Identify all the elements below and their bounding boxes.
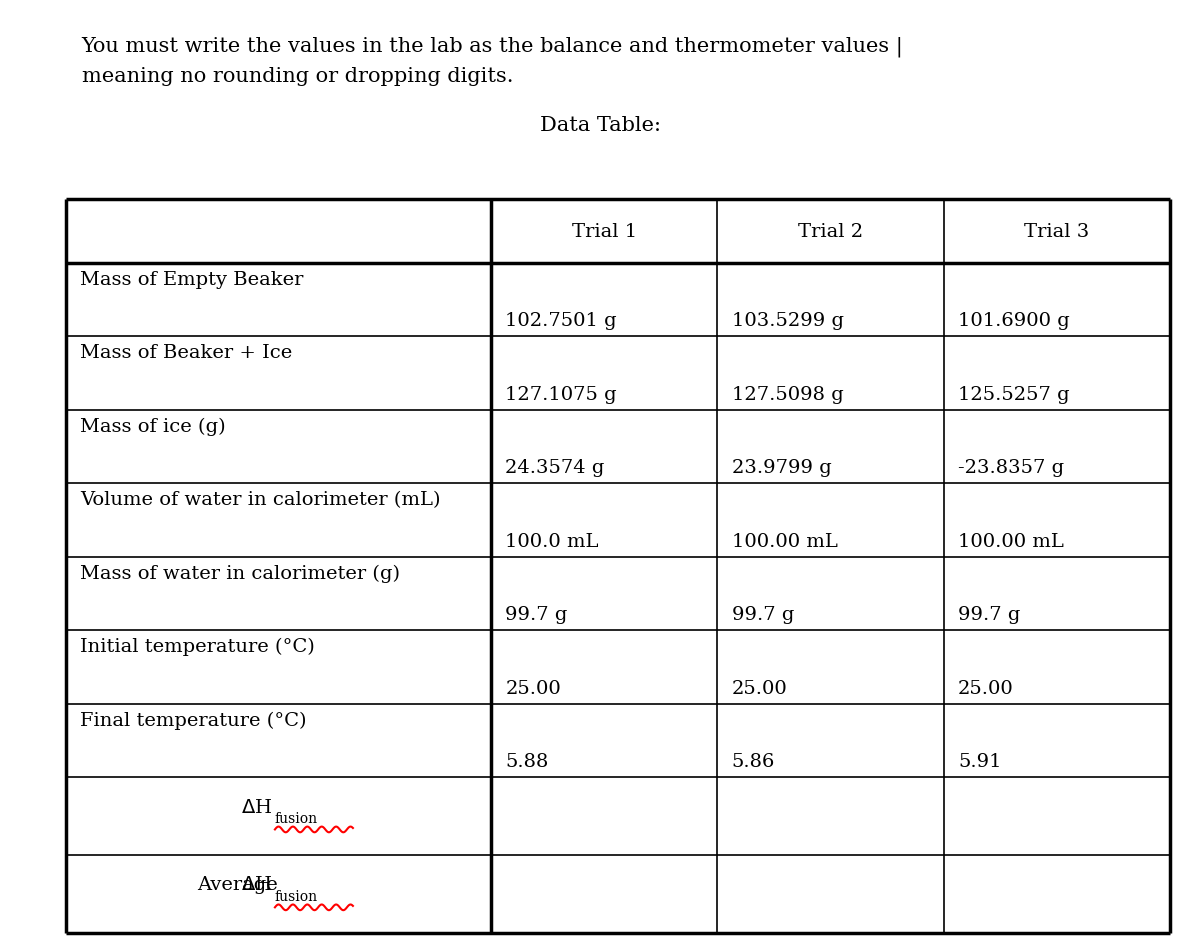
Text: 25.00: 25.00: [732, 679, 787, 697]
Text: Initial temperature (°C): Initial temperature (°C): [80, 638, 316, 656]
Text: Mass of Empty Beaker: Mass of Empty Beaker: [80, 270, 304, 288]
Text: 25.00: 25.00: [958, 679, 1014, 697]
Text: Average: Average: [197, 876, 277, 894]
Text: 5.91: 5.91: [958, 752, 1002, 770]
Text: Final temperature (°C): Final temperature (°C): [80, 711, 307, 729]
Text: Mass of ice (g): Mass of ice (g): [80, 417, 226, 436]
Text: 5.88: 5.88: [505, 752, 548, 770]
Text: 5.86: 5.86: [732, 752, 775, 770]
Text: -23.8357 g: -23.8357 g: [958, 459, 1064, 477]
Text: Data Table:: Data Table:: [540, 116, 660, 135]
Text: You must write the values in the lab as the balance and thermometer values |: You must write the values in the lab as …: [82, 36, 904, 57]
Text: 125.5257 g: 125.5257 g: [958, 386, 1069, 404]
Text: 100.00 mL: 100.00 mL: [732, 532, 838, 550]
Text: $\Delta$H: $\Delta$H: [241, 876, 272, 894]
Text: meaning no rounding or dropping digits.: meaning no rounding or dropping digits.: [82, 67, 514, 86]
Text: 25.00: 25.00: [505, 679, 562, 697]
Text: 99.7 g: 99.7 g: [505, 605, 568, 624]
Text: fusion: fusion: [275, 889, 318, 902]
Text: 24.3574 g: 24.3574 g: [505, 459, 605, 477]
Text: Mass of Beaker + Ice: Mass of Beaker + Ice: [80, 344, 293, 362]
Text: Mass of water in calorimeter (g): Mass of water in calorimeter (g): [80, 565, 401, 583]
Text: fusion: fusion: [275, 811, 318, 825]
Text: 23.9799 g: 23.9799 g: [732, 459, 832, 477]
Text: 99.7 g: 99.7 g: [958, 605, 1020, 624]
Text: 100.00 mL: 100.00 mL: [958, 532, 1064, 550]
Text: Volume of water in calorimeter (mL): Volume of water in calorimeter (mL): [80, 491, 440, 509]
Text: Trial 2: Trial 2: [798, 223, 863, 241]
Text: 127.5098 g: 127.5098 g: [732, 386, 844, 404]
Text: $\Delta$H: $\Delta$H: [241, 798, 272, 816]
Text: 103.5299 g: 103.5299 g: [732, 312, 844, 329]
Text: Trial 3: Trial 3: [1025, 223, 1090, 241]
Text: 127.1075 g: 127.1075 g: [505, 386, 617, 404]
Text: 101.6900 g: 101.6900 g: [958, 312, 1070, 329]
Text: 99.7 g: 99.7 g: [732, 605, 794, 624]
Text: 100.0 mL: 100.0 mL: [505, 532, 599, 550]
Text: Trial 1: Trial 1: [571, 223, 637, 241]
Text: 102.7501 g: 102.7501 g: [505, 312, 617, 329]
